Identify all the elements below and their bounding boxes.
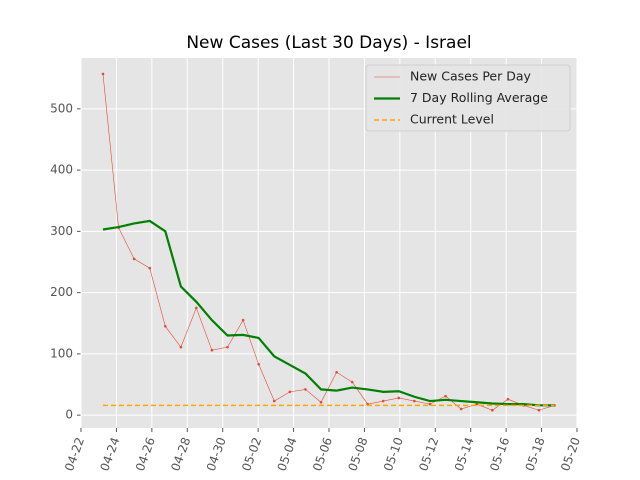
point bbox=[537, 408, 541, 412]
legend-label: New Cases Per Day bbox=[410, 69, 531, 84]
x-tick-label: 04-30 bbox=[204, 435, 229, 473]
x-tick-label: 05-14 bbox=[452, 435, 477, 473]
point bbox=[459, 407, 463, 411]
point bbox=[397, 396, 401, 400]
x-tick-label: 04-28 bbox=[168, 435, 193, 473]
y-tick-label: 100 bbox=[50, 346, 73, 360]
legend-label: 7 Day Rolling Average bbox=[410, 90, 548, 105]
series-line bbox=[102, 219, 555, 407]
y-tick-label: 500 bbox=[50, 101, 73, 115]
x-tick-label: 04-26 bbox=[133, 435, 158, 473]
point bbox=[304, 388, 307, 391]
legend-label: Current Level bbox=[410, 112, 494, 127]
point bbox=[381, 399, 385, 403]
x-tick-label: 05-20 bbox=[558, 435, 583, 473]
point bbox=[350, 380, 354, 384]
point bbox=[257, 362, 260, 366]
point bbox=[132, 257, 136, 261]
point bbox=[319, 400, 323, 404]
point bbox=[413, 399, 416, 403]
x-tick-label: 04-22 bbox=[62, 435, 87, 473]
y-tick-label: 400 bbox=[50, 163, 73, 177]
point bbox=[164, 325, 167, 328]
x-tick-label: 05-12 bbox=[416, 435, 441, 473]
point bbox=[444, 394, 447, 398]
point bbox=[475, 402, 479, 406]
point bbox=[335, 370, 338, 374]
point bbox=[241, 318, 245, 322]
point bbox=[272, 399, 276, 403]
point bbox=[506, 397, 510, 401]
point bbox=[491, 408, 494, 412]
point bbox=[101, 72, 105, 76]
x-tick-label: 05-04 bbox=[275, 435, 300, 473]
x-tick-label: 05-16 bbox=[487, 435, 512, 473]
point bbox=[195, 306, 198, 310]
y-tick-label: 200 bbox=[50, 285, 73, 299]
y-tick-label: 0 bbox=[65, 408, 73, 422]
x-tick-label: 04-24 bbox=[97, 435, 122, 473]
legend-box bbox=[365, 64, 571, 132]
point bbox=[288, 390, 292, 394]
point bbox=[148, 266, 152, 270]
x-tick-label: 05-18 bbox=[523, 435, 548, 473]
point bbox=[428, 402, 432, 406]
x-tick-label: 05-08 bbox=[345, 435, 370, 473]
point bbox=[210, 348, 214, 352]
point bbox=[226, 345, 229, 349]
x-tick-label: 05-10 bbox=[381, 435, 406, 473]
point bbox=[179, 345, 183, 349]
x-tick-label: 05-06 bbox=[310, 435, 335, 473]
y-tick-label: 300 bbox=[50, 224, 73, 238]
chart-title: New Cases (Last 30 Days) - Israel bbox=[186, 33, 471, 53]
x-tick-label: 05-02 bbox=[239, 435, 264, 473]
